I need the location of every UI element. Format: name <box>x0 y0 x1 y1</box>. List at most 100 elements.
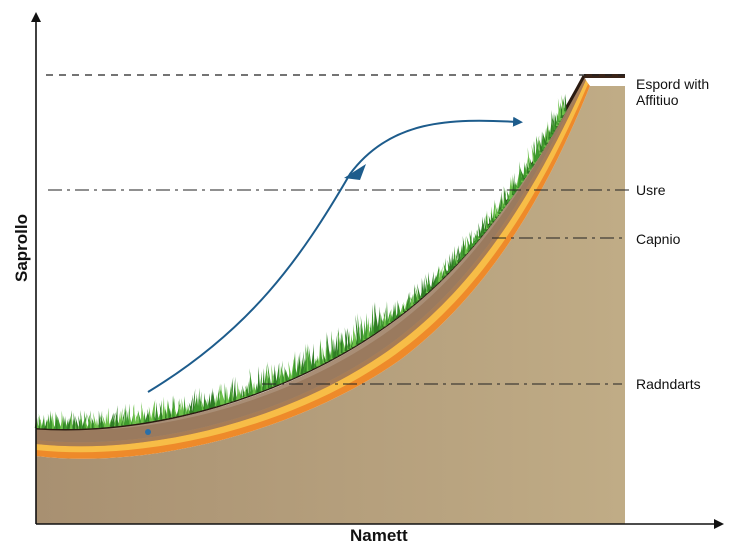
grass-blade <box>92 418 96 429</box>
grass-blade <box>380 311 384 329</box>
grass-blade <box>503 186 507 206</box>
grass-blade <box>148 406 152 422</box>
grass-blade <box>115 412 120 427</box>
grass-blade <box>494 201 499 217</box>
grass-blade <box>394 301 397 319</box>
grass-blade <box>244 384 247 397</box>
grass-blade <box>531 144 536 164</box>
grass-blade <box>169 407 172 418</box>
grass-blade <box>422 277 426 296</box>
grass-blade <box>297 351 301 376</box>
grass-blade <box>409 296 415 306</box>
grass-blade <box>298 359 302 375</box>
grass-blade <box>234 384 237 401</box>
grass-blade <box>293 359 298 377</box>
grass-blade <box>221 390 226 404</box>
grass-blade <box>290 353 295 379</box>
grass-blade <box>52 412 55 429</box>
grass-blade <box>407 291 411 309</box>
grass-blade <box>453 246 456 267</box>
grass-blade <box>497 195 502 216</box>
flow-arrow <box>147 116 523 393</box>
grass-blade <box>220 383 225 405</box>
grass-blade <box>274 366 278 386</box>
grass-blade <box>481 215 486 235</box>
grass-blade <box>485 218 490 228</box>
grass-blade <box>156 408 159 421</box>
grass-blade <box>410 293 414 307</box>
grass-blade <box>542 132 547 146</box>
grass-blade <box>143 411 147 423</box>
grass-blade <box>84 419 89 429</box>
grass-blade <box>57 416 62 429</box>
grass-blade <box>183 396 186 415</box>
grass-blade <box>416 283 422 300</box>
grass-blade <box>277 363 280 385</box>
grass-blade <box>482 216 485 234</box>
grass-blade <box>431 271 434 289</box>
grass-blade <box>141 401 145 423</box>
grass-blade <box>93 412 97 429</box>
grass-blade <box>326 331 331 361</box>
grass-blade <box>258 366 261 392</box>
flow-arrow-origin <box>145 429 151 435</box>
grass-blade <box>217 389 220 406</box>
grass-blade <box>111 412 116 427</box>
grass-blade <box>466 235 471 251</box>
grass-blade <box>520 166 525 181</box>
grass-blade <box>157 409 162 420</box>
grass-blade <box>239 388 243 399</box>
grass-blade <box>374 307 379 332</box>
grass-blade <box>101 418 106 428</box>
grass-blade <box>373 302 378 333</box>
grass-blade <box>302 350 308 374</box>
grass-blade <box>386 309 391 324</box>
grass-blade <box>469 231 474 248</box>
grass-blade <box>336 327 340 356</box>
grass-blade <box>357 312 361 344</box>
grass-blade <box>201 401 205 410</box>
grass-layer <box>34 93 567 430</box>
callout-label-4: Radndarts <box>636 376 701 392</box>
grass-blade <box>188 402 193 413</box>
grass-blade <box>271 364 275 387</box>
grass-blade <box>267 361 272 388</box>
grass-blade <box>322 346 326 364</box>
grass-blade <box>64 415 67 430</box>
yellow-weathering-band <box>36 80 588 453</box>
grass-blade <box>187 404 191 414</box>
grass-blade <box>360 315 365 341</box>
grass-blade <box>173 404 178 417</box>
grass-blade <box>344 327 349 351</box>
grass-blade <box>296 355 299 377</box>
grass-blade <box>212 390 216 407</box>
grass-blade <box>300 351 304 375</box>
grass-blade <box>371 304 374 335</box>
grass-blade <box>458 244 461 261</box>
grass-blade <box>315 358 319 367</box>
grass-blade <box>180 402 183 416</box>
bedrock-layer <box>36 86 625 524</box>
grass-blade <box>454 246 459 265</box>
grass-blade <box>439 266 443 280</box>
grass-blade <box>341 332 345 353</box>
flow-arrow-midhead <box>344 164 366 180</box>
grass-blade <box>383 311 387 326</box>
y-axis-label: Saprollo <box>12 213 31 283</box>
grass-blade <box>249 368 254 395</box>
grass-blade <box>191 388 196 413</box>
grass-blade <box>109 412 114 427</box>
grass-blade <box>288 361 292 380</box>
grass-blade <box>118 410 121 426</box>
grass-blade <box>119 407 123 426</box>
grass-blade <box>106 407 110 428</box>
grass-blade <box>162 396 165 420</box>
grass-blade <box>334 332 338 358</box>
grass-blade <box>308 345 313 370</box>
grass-blade <box>355 314 360 344</box>
grass-blade <box>98 410 102 428</box>
grass-blade <box>150 400 155 422</box>
grass-blade <box>170 397 175 418</box>
grass-blade <box>68 410 73 429</box>
grass-blade <box>408 293 413 308</box>
